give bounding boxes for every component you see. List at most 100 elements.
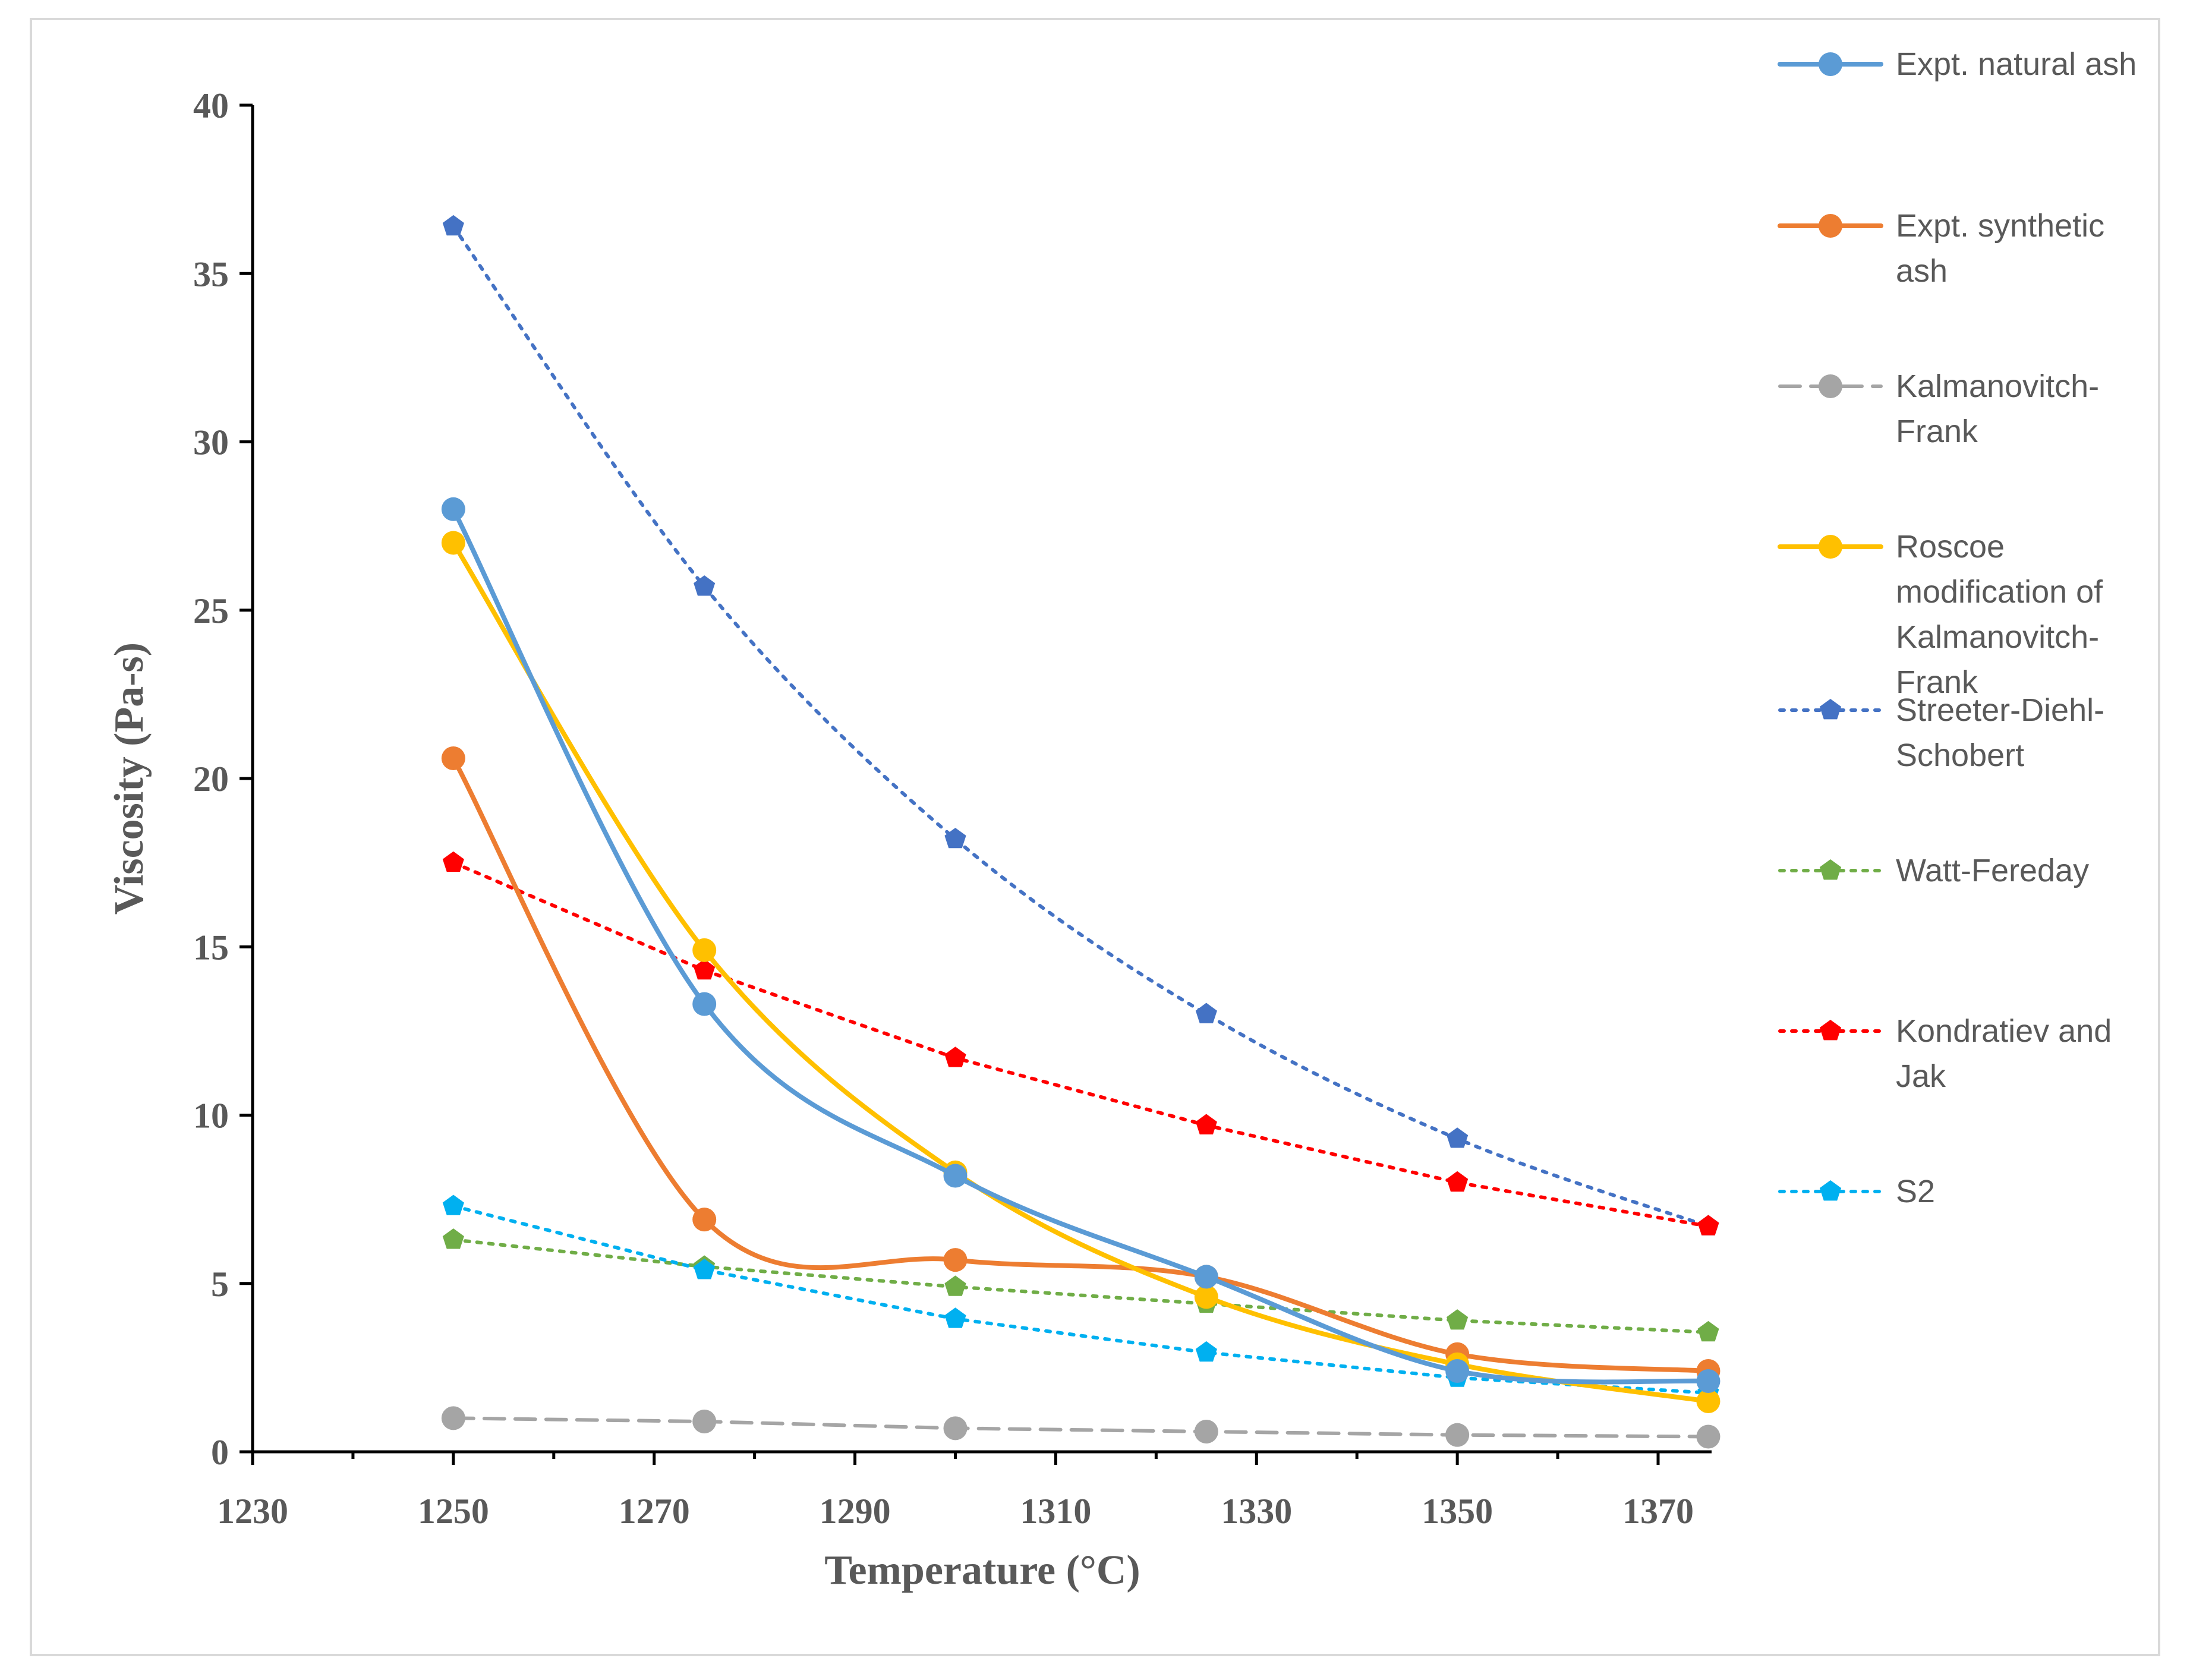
series-kondratiev-and-jak	[442, 851, 1719, 1235]
legend-label: Streeter-Diehl-	[1896, 692, 2104, 728]
data-point-expt-natural-ash-1325	[1194, 1265, 1218, 1289]
legend-item-expt-synthetic-ash: Expt. synthetic ash	[1778, 208, 2104, 289]
legend-label: Kondratiev and	[1896, 1013, 2112, 1049]
series-line-kondratiev-and-jak	[451, 861, 1710, 1228]
data-point-expt-synthetic-ash-1250	[441, 746, 465, 771]
data-point-streeter-diehl-schobert-1250	[442, 215, 464, 236]
legend-item-s2: S2	[1778, 1174, 1935, 1209]
x-axis-title: Temperature (°C)	[824, 1547, 1140, 1593]
data-point-kondratiev-and-jak-1325	[1195, 1114, 1217, 1134]
legend-label: Expt. synthetic	[1896, 208, 2104, 244]
y-tick-label: 20	[193, 759, 229, 799]
series-line-roscoe-modification-of-kalmanovitch-frank	[450, 540, 1711, 1404]
legend-label: S2	[1896, 1174, 1935, 1209]
data-point-expt-synthetic-ash-1275	[692, 1208, 717, 1232]
series-streeter-diehl-schobert	[442, 215, 1719, 1235]
data-point-kondratiev-and-jak-1300	[944, 1047, 966, 1067]
series-expt-synthetic-ash	[441, 746, 1721, 1383]
legend-item-watt-fereday: Watt-Fereday	[1778, 853, 2089, 888]
data-point-expt-synthetic-ash-1300	[943, 1248, 968, 1272]
data-point-expt-natural-ash-1350	[1445, 1359, 1470, 1383]
data-point-kalmanovitch-frank-1325	[1194, 1420, 1218, 1444]
x-tick-label: 1350	[1422, 1492, 1493, 1531]
data-point-kondratiev-and-jak-1250	[442, 851, 464, 872]
data-point-streeter-diehl-schobert-1275	[694, 575, 716, 596]
data-point-kalmanovitch-frank-1300	[943, 1416, 968, 1441]
data-point-streeter-diehl-schobert-1350	[1447, 1127, 1469, 1148]
y-tick-label: 10	[193, 1096, 229, 1136]
data-point-kalmanovitch-frank-1275	[692, 1410, 717, 1434]
data-point-expt-natural-ash-1375	[1696, 1369, 1721, 1394]
legend-swatch-marker	[1819, 859, 1842, 880]
series-kalmanovitch-frank	[441, 1406, 1721, 1449]
data-point-kalmanovitch-frank-1350	[1445, 1423, 1470, 1447]
legend-swatch-marker	[1819, 214, 1842, 238]
data-point-roscoe-modification-of-kalmanovitch-frank-1250	[441, 531, 465, 555]
series-roscoe-modification-of-kalmanovitch-frank	[441, 531, 1721, 1414]
y-tick-label: 0	[211, 1433, 229, 1472]
data-point-expt-natural-ash-1250	[441, 497, 465, 521]
series-line-watt-fereday	[451, 1238, 1710, 1334]
legend-label: Roscoe	[1896, 529, 2005, 565]
legend-label: modification of	[1896, 574, 2103, 610]
data-point-roscoe-modification-of-kalmanovitch-frank-1375	[1696, 1389, 1721, 1414]
legend-swatch-marker	[1819, 535, 1842, 559]
data-point-kondratiev-and-jak-1350	[1447, 1171, 1469, 1192]
axes-layer	[251, 105, 1712, 1454]
data-point-streeter-diehl-schobert-1325	[1195, 1003, 1217, 1023]
legend-swatch-marker	[1819, 1180, 1842, 1201]
data-point-kondratiev-and-jak-1275	[694, 959, 716, 980]
y-tick-label: 35	[193, 254, 229, 294]
legend-label: Frank	[1896, 414, 1978, 449]
legend-label: Frank	[1896, 664, 1978, 700]
series-s2	[442, 1194, 1719, 1402]
legend-item-expt-natural-ash: Expt. natural ash	[1778, 46, 2137, 82]
x-tick-label: 1330	[1221, 1492, 1292, 1531]
data-point-kondratiev-and-jak-1375	[1697, 1215, 1719, 1235]
ticks-layer: 0 5 10 15 20 25 30 35 40 1230 1250 1270 1290 1310 1330…	[193, 86, 1694, 1531]
y-tick-label: 40	[193, 86, 229, 125]
legend-swatch-marker	[1819, 52, 1842, 76]
legend-label: Schobert	[1896, 737, 2024, 773]
x-tick-label: 1290	[820, 1492, 891, 1531]
y-tick-label: 30	[193, 423, 229, 462]
data-point-roscoe-modification-of-kalmanovitch-frank-1275	[692, 938, 717, 962]
data-point-s2-1325	[1195, 1341, 1217, 1362]
legend-label: Kalmanovitch-	[1896, 619, 2099, 655]
series-line-kalmanovitch-frank	[451, 1416, 1710, 1439]
legend: Expt. natural ash Expt. synthetic ash Kalma…	[1778, 46, 2137, 1209]
legend-item-streeter-diehl-schobert: Streeter-Diehl- Schobert	[1778, 692, 2104, 773]
data-point-watt-fereday-1250	[442, 1228, 464, 1249]
legend-label: ash	[1896, 253, 1948, 289]
series-expt-natural-ash	[441, 497, 1721, 1394]
legend-label: Watt-Fereday	[1896, 853, 2089, 888]
data-point-s2-1275	[694, 1259, 716, 1279]
data-point-expt-natural-ash-1300	[943, 1164, 968, 1188]
legend-swatch-marker	[1819, 1020, 1842, 1041]
y-tick-label: 25	[193, 591, 229, 631]
y-tick-label: 15	[193, 928, 229, 967]
data-point-kalmanovitch-frank-1250	[441, 1406, 465, 1430]
data-point-streeter-diehl-schobert-1300	[944, 828, 966, 849]
legend-swatch-marker	[1819, 699, 1842, 720]
legend-item-kalmanovitch-frank: Kalmanovitch- Frank	[1778, 368, 2099, 449]
legend-item-kondratiev-and-jak: Kondratiev and Jak	[1778, 1013, 2112, 1094]
x-tick-label: 1270	[619, 1492, 690, 1531]
legend-label: Kalmanovitch-	[1896, 368, 2099, 404]
legend-item-roscoe-modification-of-kalmanovitch-frank: Roscoe modification of Kalmanovitch- Frank	[1778, 529, 2103, 700]
data-point-kalmanovitch-frank-1375	[1696, 1424, 1721, 1449]
x-tick-label: 1230	[217, 1492, 288, 1531]
chart-frame	[30, 18, 2160, 1656]
series-line-expt-natural-ash	[450, 506, 1711, 1385]
series-line-expt-synthetic-ash	[450, 756, 1711, 1374]
legend-label: Expt. natural ash	[1896, 46, 2137, 82]
legend-label: Jak	[1896, 1058, 1946, 1094]
series-line-streeter-diehl-schobert	[451, 224, 1710, 1228]
series-line-s2	[451, 1204, 1710, 1395]
data-point-expt-natural-ash-1275	[692, 992, 717, 1016]
data-point-s2-1250	[442, 1194, 464, 1215]
y-axis-title: Viscosity (Pa-s)	[106, 642, 152, 915]
data-point-s2-1300	[944, 1307, 966, 1328]
y-tick-label: 5	[211, 1265, 229, 1304]
